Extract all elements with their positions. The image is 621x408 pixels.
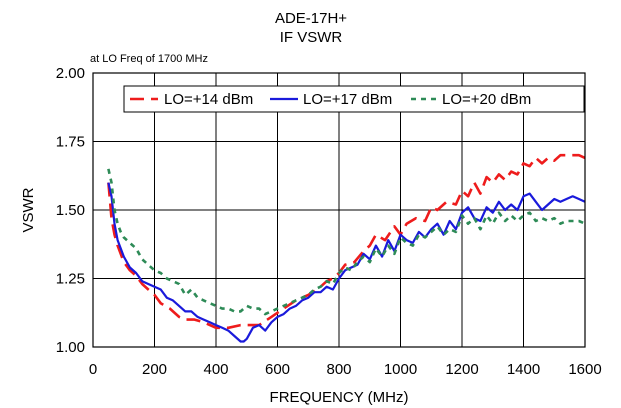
x-axis-label: FREQUENCY (MHz) xyxy=(270,389,409,406)
x-tick-label: 400 xyxy=(203,361,228,378)
x-tick-label: 1600 xyxy=(568,361,601,378)
legend-label-lo14: LO=+14 dBm xyxy=(164,91,253,108)
series-layer xyxy=(107,153,586,343)
x-tick-label: 200 xyxy=(142,361,167,378)
y-axis-label: VSWR xyxy=(20,187,37,232)
x-tick-label: 1000 xyxy=(384,361,417,378)
x-tick-label: 0 xyxy=(89,361,97,378)
series-line-3 xyxy=(107,168,586,316)
y-tick-label: 1.00 xyxy=(56,339,85,356)
series-line-2 xyxy=(107,182,586,343)
series-line-1 xyxy=(107,153,586,330)
x-tick-label: 800 xyxy=(326,361,351,378)
y-tick-label: 1.75 xyxy=(56,134,85,151)
x-tick-label: 600 xyxy=(265,361,290,378)
tick-labels: 0 200 400 600 800 1000 1200 1400 1600 1.00 1.25 1.5… xyxy=(56,65,602,378)
chart-title-line-2: IF VSWR xyxy=(280,29,343,46)
chart-title-line-1: ADE-17H+ xyxy=(275,10,347,27)
legend: LO=+14 dBm LO=+17 dBm LO=+20 dBm xyxy=(123,85,585,113)
legend-label-lo17: LO=+17 dBm xyxy=(303,91,392,108)
chart-subtitle: at LO Freq of 1700 MHz xyxy=(90,53,208,65)
y-tick-label: 1.25 xyxy=(56,271,85,288)
y-tick-label: 1.50 xyxy=(56,202,85,219)
legend-label-lo20: LO=+20 dBm xyxy=(442,91,531,108)
plot-frame xyxy=(92,72,586,348)
x-tick-label: 1400 xyxy=(507,361,540,378)
x-tick-label: 1200 xyxy=(445,361,478,378)
legend-box xyxy=(123,85,585,113)
y-tick-label: 2.00 xyxy=(56,65,85,82)
